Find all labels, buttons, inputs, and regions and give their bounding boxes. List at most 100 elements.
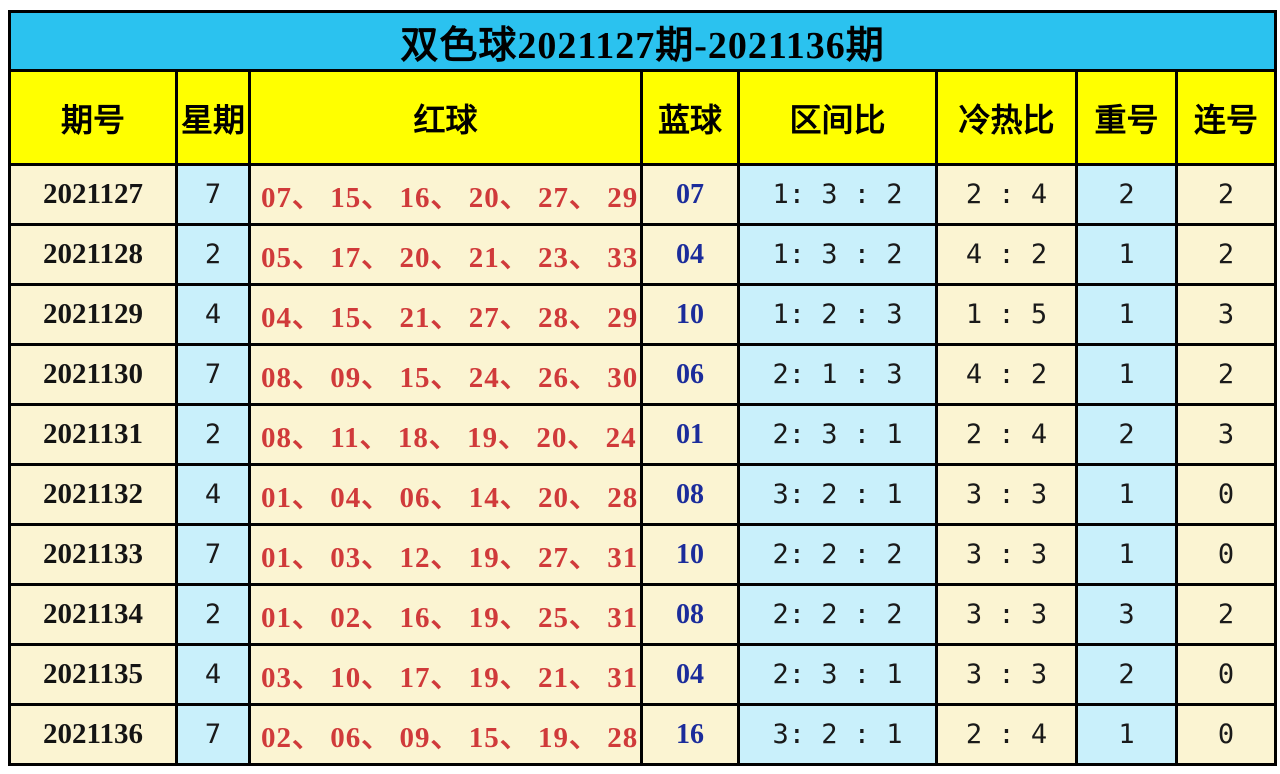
zone-ratio-cell: 3: 2 : 1 bbox=[737, 703, 938, 766]
repeat-count-cell: 1 bbox=[1075, 283, 1178, 346]
repeat-count-cell: 1 bbox=[1075, 223, 1178, 286]
cold-hot-ratio-cell: 3 : 3 bbox=[935, 523, 1078, 586]
weekday-cell: 7 bbox=[175, 163, 251, 226]
repeat-count-cell: 3 bbox=[1075, 583, 1178, 646]
page-title: 双色球2021127期-2021136期 bbox=[7, 10, 1278, 72]
blue-ball-cell: 04 bbox=[640, 643, 740, 706]
blue-ball-cell: 10 bbox=[640, 283, 740, 346]
weekday-cell: 4 bbox=[175, 643, 251, 706]
header-zone-ratio: 区间比 bbox=[737, 69, 938, 166]
table-row: 2021129 4 04、 15、 21、 27、 28、 29 10 1: 2 : 3… bbox=[8, 283, 1278, 346]
period-cell: 2021134 bbox=[8, 583, 178, 646]
cold-hot-ratio-cell: 2 : 4 bbox=[935, 403, 1078, 466]
red-balls-cell: 01、 03、 12、 19、 27、 31 bbox=[248, 523, 643, 586]
period-cell: 2021128 bbox=[8, 223, 178, 286]
zone-ratio-cell: 1: 3 : 2 bbox=[737, 223, 938, 286]
header-consecutive: 连号 bbox=[1174, 69, 1278, 166]
consecutive-count-cell: 3 bbox=[1174, 403, 1278, 466]
table-row: 2021127 7 07、 15、 16、 20、 27、 29 07 1: 3 : 2… bbox=[8, 163, 1278, 226]
lottery-table: 双色球2021127期-2021136期 期号 星期 红球 蓝球 区间比 冷热比… bbox=[7, 10, 1278, 766]
repeat-count-cell: 2 bbox=[1075, 403, 1178, 466]
cold-hot-ratio-cell: 3 : 3 bbox=[935, 583, 1078, 646]
consecutive-count-cell: 0 bbox=[1174, 643, 1278, 706]
period-cell: 2021130 bbox=[8, 343, 178, 406]
consecutive-count-cell: 2 bbox=[1174, 583, 1278, 646]
red-balls-cell: 04、 15、 21、 27、 28、 29 bbox=[248, 283, 643, 346]
table-row: 2021134 2 01、 02、 16、 19、 25、 31 08 2: 2 : 2… bbox=[8, 583, 1278, 646]
red-balls-cell: 07、 15、 16、 20、 27、 29 bbox=[248, 163, 643, 226]
period-cell: 2021129 bbox=[8, 283, 178, 346]
header-period: 期号 bbox=[8, 69, 178, 166]
zone-ratio-cell: 2: 2 : 2 bbox=[737, 523, 938, 586]
consecutive-count-cell: 3 bbox=[1174, 283, 1278, 346]
zone-ratio-cell: 1: 2 : 3 bbox=[737, 283, 938, 346]
title-row: 双色球2021127期-2021136期 bbox=[7, 10, 1278, 72]
red-balls-cell: 01、 02、 16、 19、 25、 31 bbox=[248, 583, 643, 646]
period-cell: 2021127 bbox=[8, 163, 178, 226]
blue-ball-cell: 08 bbox=[640, 583, 740, 646]
cold-hot-ratio-cell: 2 : 4 bbox=[935, 163, 1078, 226]
header-row: 期号 星期 红球 蓝球 区间比 冷热比 重号 连号 bbox=[8, 69, 1278, 166]
header-weekday: 星期 bbox=[175, 69, 251, 166]
red-balls-cell: 08、 11、 18、 19、 20、 24 bbox=[248, 403, 643, 466]
consecutive-count-cell: 0 bbox=[1174, 703, 1278, 766]
blue-ball-cell: 01 bbox=[640, 403, 740, 466]
period-cell: 2021131 bbox=[8, 403, 178, 466]
weekday-cell: 4 bbox=[175, 463, 251, 526]
table-row: 2021130 7 08、 09、 15、 24、 26、 30 06 2: 1 : 3… bbox=[8, 343, 1278, 406]
weekday-cell: 2 bbox=[175, 223, 251, 286]
cold-hot-ratio-cell: 3 : 3 bbox=[935, 643, 1078, 706]
table-row: 2021133 7 01、 03、 12、 19、 27、 31 10 2: 2 : 2… bbox=[8, 523, 1278, 586]
zone-ratio-cell: 1: 3 : 2 bbox=[737, 163, 938, 226]
cold-hot-ratio-cell: 1 : 5 bbox=[935, 283, 1078, 346]
repeat-count-cell: 1 bbox=[1075, 703, 1178, 766]
consecutive-count-cell: 2 bbox=[1174, 163, 1278, 226]
blue-ball-cell: 08 bbox=[640, 463, 740, 526]
header-red-balls: 红球 bbox=[248, 69, 643, 166]
repeat-count-cell: 2 bbox=[1075, 643, 1178, 706]
blue-ball-cell: 07 bbox=[640, 163, 740, 226]
red-balls-cell: 02、 06、 09、 15、 19、 28 bbox=[248, 703, 643, 766]
red-balls-cell: 03、 10、 17、 19、 21、 31 bbox=[248, 643, 643, 706]
header-cold-hot: 冷热比 bbox=[935, 69, 1078, 166]
zone-ratio-cell: 2: 1 : 3 bbox=[737, 343, 938, 406]
consecutive-count-cell: 2 bbox=[1174, 343, 1278, 406]
table-row: 2021132 4 01、 04、 06、 14、 20、 28 08 3: 2 : 1… bbox=[8, 463, 1278, 526]
blue-ball-cell: 04 bbox=[640, 223, 740, 286]
period-cell: 2021136 bbox=[8, 703, 178, 766]
weekday-cell: 2 bbox=[175, 403, 251, 466]
cold-hot-ratio-cell: 3 : 3 bbox=[935, 463, 1078, 526]
header-repeat: 重号 bbox=[1075, 69, 1178, 166]
consecutive-count-cell: 0 bbox=[1174, 523, 1278, 586]
header-blue-ball: 蓝球 bbox=[640, 69, 740, 166]
blue-ball-cell: 06 bbox=[640, 343, 740, 406]
period-cell: 2021132 bbox=[8, 463, 178, 526]
consecutive-count-cell: 2 bbox=[1174, 223, 1278, 286]
repeat-count-cell: 1 bbox=[1075, 343, 1178, 406]
red-balls-cell: 05、 17、 20、 21、 23、 33 bbox=[248, 223, 643, 286]
table-row: 2021135 4 03、 10、 17、 19、 21、 31 04 2: 3 : 1… bbox=[8, 643, 1278, 706]
cold-hot-ratio-cell: 4 : 2 bbox=[935, 223, 1078, 286]
repeat-count-cell: 1 bbox=[1075, 463, 1178, 526]
zone-ratio-cell: 3: 2 : 1 bbox=[737, 463, 938, 526]
consecutive-count-cell: 0 bbox=[1174, 463, 1278, 526]
repeat-count-cell: 1 bbox=[1075, 523, 1178, 586]
table-row: 2021131 2 08、 11、 18、 19、 20、 24 01 2: 3 : 1… bbox=[8, 403, 1278, 466]
period-cell: 2021135 bbox=[8, 643, 178, 706]
zone-ratio-cell: 2: 3 : 1 bbox=[737, 643, 938, 706]
weekday-cell: 7 bbox=[175, 703, 251, 766]
repeat-count-cell: 2 bbox=[1075, 163, 1178, 226]
weekday-cell: 7 bbox=[175, 343, 251, 406]
zone-ratio-cell: 2: 2 : 2 bbox=[737, 583, 938, 646]
weekday-cell: 7 bbox=[175, 523, 251, 586]
weekday-cell: 4 bbox=[175, 283, 251, 346]
table-row: 2021136 7 02、 06、 09、 15、 19、 28 16 3: 2 : 1… bbox=[8, 703, 1278, 766]
red-balls-cell: 01、 04、 06、 14、 20、 28 bbox=[248, 463, 643, 526]
blue-ball-cell: 10 bbox=[640, 523, 740, 586]
period-cell: 2021133 bbox=[8, 523, 178, 586]
blue-ball-cell: 16 bbox=[640, 703, 740, 766]
table-row: 2021128 2 05、 17、 20、 21、 23、 33 04 1: 3 : 2… bbox=[8, 223, 1278, 286]
red-balls-cell: 08、 09、 15、 24、 26、 30 bbox=[248, 343, 643, 406]
zone-ratio-cell: 2: 3 : 1 bbox=[737, 403, 938, 466]
